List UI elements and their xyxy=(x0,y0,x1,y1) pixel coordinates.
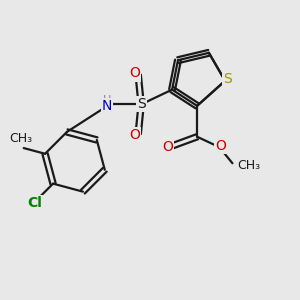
Text: CH₃: CH₃ xyxy=(9,131,32,145)
Text: S: S xyxy=(137,98,146,111)
Text: H: H xyxy=(103,95,112,105)
Text: O: O xyxy=(129,66,140,80)
Text: O: O xyxy=(129,128,140,142)
Text: Cl: Cl xyxy=(28,196,42,210)
Text: O: O xyxy=(162,140,173,154)
Text: O: O xyxy=(215,139,226,153)
Text: CH₃: CH₃ xyxy=(238,159,261,172)
Text: N: N xyxy=(102,99,112,113)
Text: S: S xyxy=(223,72,232,86)
